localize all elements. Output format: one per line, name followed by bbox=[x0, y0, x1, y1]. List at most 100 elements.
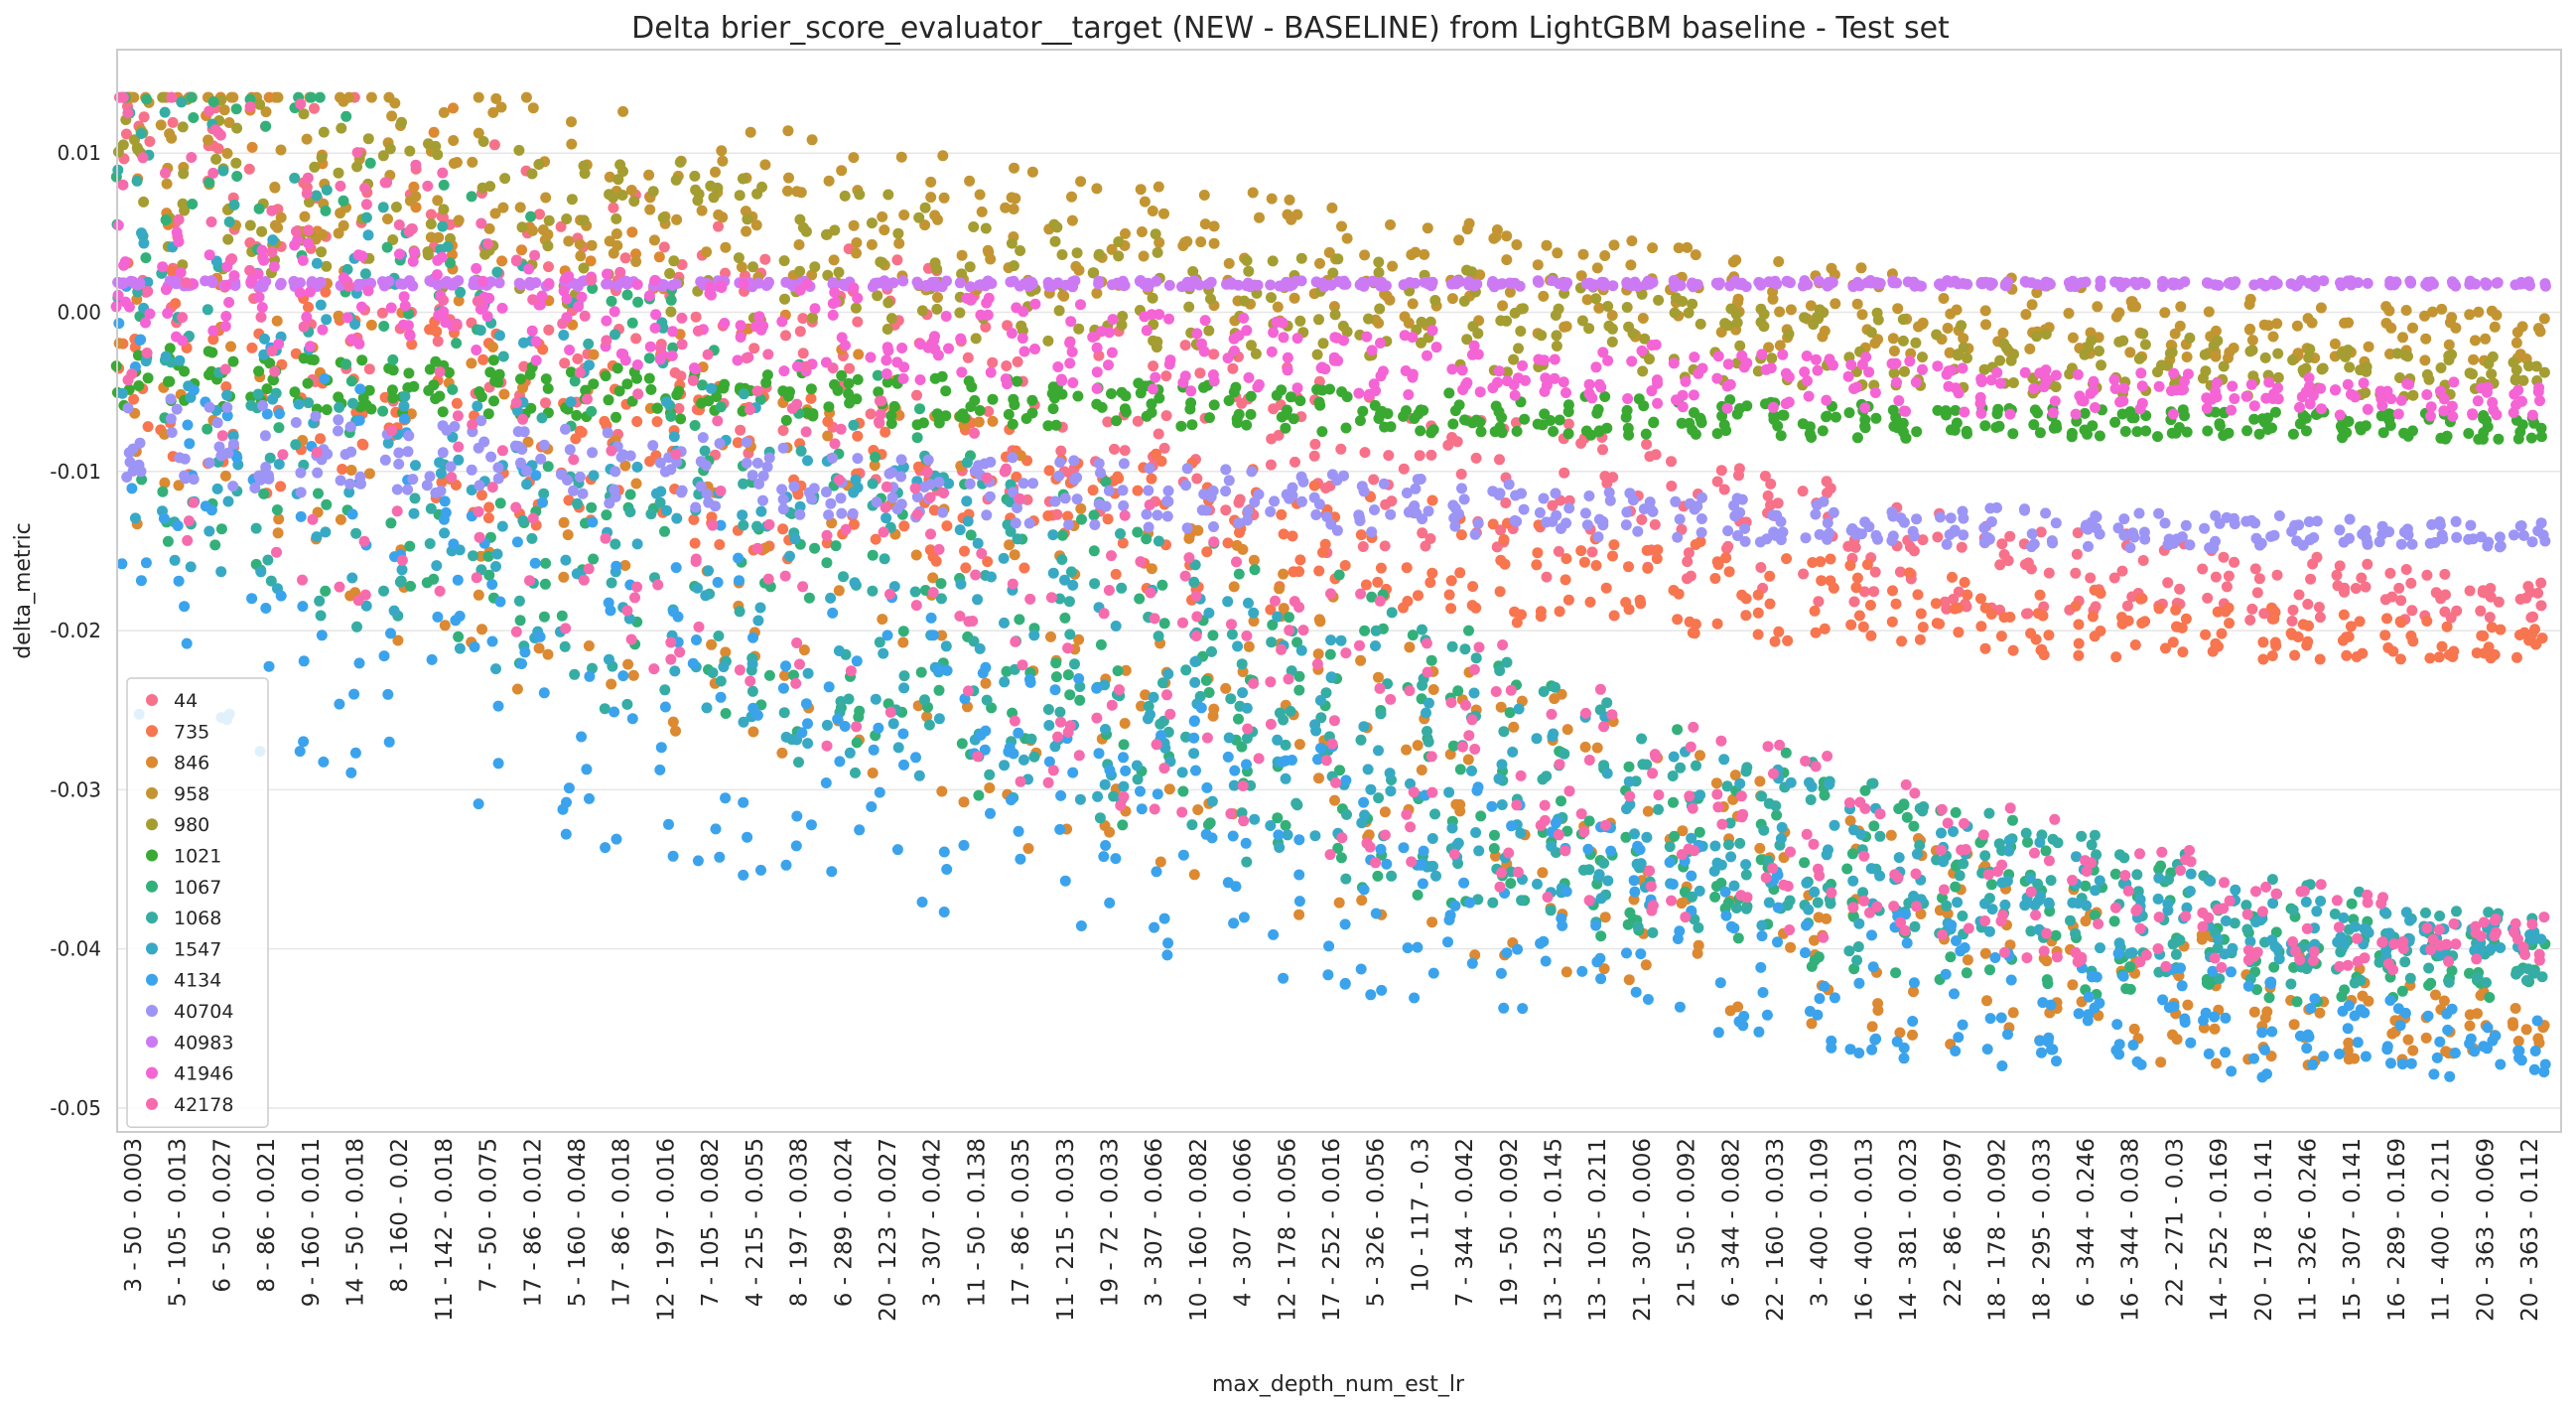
data-point bbox=[1293, 834, 1305, 846]
data-point bbox=[1516, 895, 1528, 907]
data-point bbox=[1694, 826, 1705, 838]
data-point bbox=[144, 136, 156, 147]
data-point bbox=[1117, 537, 1129, 549]
data-point bbox=[1494, 421, 1506, 433]
data-point bbox=[479, 248, 491, 260]
data-point bbox=[2469, 335, 2481, 347]
data-point bbox=[128, 393, 140, 405]
data-point bbox=[2090, 910, 2101, 921]
data-point bbox=[866, 238, 878, 250]
data-point bbox=[1812, 1009, 1824, 1021]
data-point bbox=[2200, 1007, 2212, 1019]
data-point bbox=[707, 667, 719, 678]
data-point bbox=[867, 585, 879, 597]
data-point bbox=[1313, 314, 1324, 326]
data-point bbox=[1487, 897, 1499, 909]
data-point bbox=[696, 205, 708, 216]
data-point bbox=[1938, 856, 1950, 868]
data-point bbox=[929, 372, 941, 384]
data-point bbox=[2051, 1055, 2062, 1067]
data-point bbox=[1233, 496, 1245, 508]
data-point bbox=[2272, 371, 2284, 383]
data-point bbox=[610, 411, 621, 423]
data-point bbox=[1959, 577, 1970, 588]
data-point bbox=[1762, 490, 1774, 501]
data-point bbox=[569, 375, 581, 387]
data-point bbox=[1332, 842, 1344, 854]
data-point bbox=[2360, 1051, 2372, 1062]
data-point bbox=[1042, 704, 1054, 715]
data-point bbox=[1712, 559, 1724, 570]
data-point bbox=[803, 592, 815, 604]
data-point bbox=[301, 133, 313, 145]
data-point bbox=[1162, 668, 1174, 680]
data-point bbox=[2486, 368, 2498, 380]
data-point bbox=[172, 520, 184, 531]
data-point bbox=[1066, 191, 1077, 203]
data-point bbox=[437, 406, 449, 418]
data-point bbox=[1317, 338, 1329, 350]
data-point bbox=[540, 557, 552, 569]
data-point bbox=[1734, 837, 1746, 849]
data-point bbox=[1102, 513, 1114, 525]
data-point bbox=[430, 355, 442, 367]
data-point bbox=[1551, 330, 1562, 342]
data-point bbox=[885, 418, 897, 429]
data-point bbox=[217, 165, 229, 177]
data-point bbox=[2314, 1007, 2326, 1019]
data-point bbox=[1997, 327, 2009, 339]
data-point bbox=[387, 353, 399, 365]
data-point bbox=[2337, 1005, 2349, 1017]
data-point bbox=[626, 226, 638, 238]
data-point bbox=[1278, 528, 1289, 540]
data-point bbox=[2202, 425, 2214, 437]
data-point bbox=[879, 224, 890, 236]
data-point bbox=[487, 354, 499, 366]
data-point bbox=[1859, 784, 1871, 796]
data-point bbox=[987, 393, 999, 405]
data-point bbox=[2003, 845, 2015, 857]
data-point bbox=[445, 257, 456, 269]
data-point bbox=[1691, 760, 1701, 772]
data-point bbox=[207, 96, 219, 107]
data-point bbox=[2124, 347, 2136, 358]
data-point bbox=[2480, 333, 2492, 345]
data-point bbox=[1146, 563, 1157, 575]
data-point bbox=[1675, 762, 1687, 773]
data-point bbox=[687, 657, 699, 669]
data-point bbox=[2486, 622, 2498, 633]
data-point bbox=[836, 165, 848, 177]
data-point bbox=[2407, 389, 2419, 401]
data-point bbox=[736, 261, 747, 273]
data-point bbox=[1734, 777, 1746, 789]
data-point bbox=[1893, 852, 1905, 864]
data-point bbox=[1936, 827, 1947, 839]
data-point bbox=[980, 677, 992, 689]
data-point bbox=[225, 91, 237, 103]
data-point bbox=[1848, 596, 1860, 608]
data-point bbox=[1370, 640, 1381, 651]
data-point bbox=[938, 907, 950, 917]
data-point bbox=[1461, 334, 1473, 346]
data-point bbox=[1148, 360, 1159, 372]
data-point bbox=[1496, 799, 1508, 810]
data-point bbox=[1828, 582, 1839, 594]
data-point bbox=[1062, 669, 1074, 681]
data-point bbox=[1190, 765, 1201, 776]
data-point bbox=[1718, 484, 1730, 495]
data-point bbox=[925, 176, 937, 188]
data-point bbox=[1310, 725, 1322, 737]
data-point bbox=[2259, 1044, 2270, 1055]
data-point bbox=[1911, 426, 1923, 438]
data-point bbox=[747, 632, 758, 643]
data-point bbox=[222, 495, 234, 507]
data-point bbox=[1091, 398, 1103, 410]
data-point bbox=[1545, 905, 1557, 916]
data-point bbox=[2041, 974, 2053, 986]
data-point bbox=[203, 401, 215, 413]
data-point bbox=[486, 579, 498, 590]
data-point bbox=[2266, 650, 2278, 661]
data-point bbox=[435, 468, 447, 480]
data-point bbox=[802, 667, 814, 679]
data-point bbox=[1015, 450, 1026, 462]
